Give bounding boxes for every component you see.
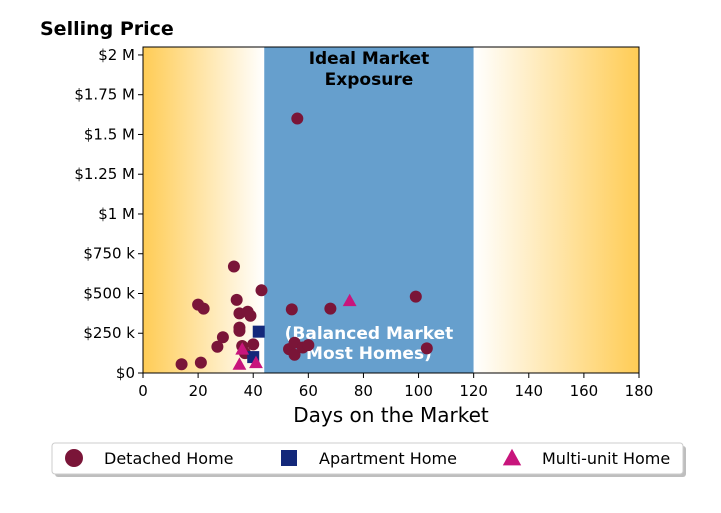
x-tick-label: 120 — [459, 382, 488, 400]
legend: Detached Home Apartment Home Multi-unit Ho… — [51, 442, 686, 477]
x-tick-label: 180 — [625, 382, 654, 400]
y-tick-label: $0 — [116, 364, 135, 382]
x-tick-label: 40 — [244, 382, 263, 400]
y-tick-label: $1.75 M — [74, 86, 135, 104]
plot-frame — [142, 46, 640, 374]
legend-item: Detached Home — [65, 449, 234, 468]
data-point — [233, 324, 246, 337]
right-gradient-region — [473, 47, 639, 373]
data-point — [285, 303, 298, 316]
data-point — [197, 302, 210, 315]
y-tick-label: $1.5 M — [84, 125, 135, 143]
data-point — [252, 325, 265, 338]
legend-item: Multi-unit Home — [502, 448, 670, 468]
data-point — [288, 348, 301, 361]
x-tick-label: 160 — [570, 382, 599, 400]
legend-label: Detached Home — [104, 449, 234, 468]
x-tick-label: 60 — [299, 382, 318, 400]
band-top-label-line2: Exposure — [325, 70, 414, 90]
y-tick-label: $2 M — [98, 46, 135, 64]
x-tick-label: 80 — [354, 382, 373, 400]
legend-marker — [281, 450, 297, 466]
legend-label: Multi-unit Home — [542, 449, 670, 468]
data-point — [302, 339, 315, 352]
band-bottom-label-line2: Most Homes) — [306, 344, 432, 364]
data-point — [244, 309, 257, 322]
y-tick-label: $1 M — [98, 205, 135, 223]
data-point — [247, 338, 260, 351]
legend-marker — [65, 449, 83, 467]
data-point — [235, 342, 250, 355]
y-tick-label: $750 k — [83, 245, 135, 263]
y-tick-label: $250 k — [83, 324, 135, 342]
data-point — [409, 290, 422, 303]
x-axis-title: Days on the Market — [293, 403, 489, 427]
left-gradient-region — [143, 47, 265, 373]
data-point — [194, 356, 207, 369]
data-point — [324, 302, 337, 315]
data-point — [230, 293, 243, 306]
data-point — [291, 112, 304, 125]
legend-items: Detached Home Apartment Home Multi-unit Ho… — [65, 448, 670, 468]
ideal-exposure-band — [264, 47, 474, 373]
data-point — [255, 284, 268, 297]
legend-box — [51, 442, 684, 475]
legend-label: Apartment Home — [319, 449, 457, 468]
data-point — [249, 355, 263, 369]
x-tick-label: 140 — [514, 382, 543, 400]
y-axis-title: Selling Price — [40, 18, 174, 40]
data-point — [420, 342, 433, 355]
x-tick-label: 0 — [138, 382, 148, 400]
data-point — [232, 357, 247, 370]
x-axis: 0 20 40 60 80 100 120 140 160 180 — [138, 373, 653, 400]
x-tick-label: 20 — [189, 382, 208, 400]
band-top-label-line1: Ideal Market — [309, 49, 430, 69]
x-tick-label: 100 — [404, 382, 433, 400]
plot-background — [143, 47, 639, 373]
data-point — [342, 293, 357, 307]
data-point — [216, 331, 229, 344]
data-point — [175, 358, 188, 371]
data-point — [211, 340, 224, 353]
y-axis: $0 $250 k $500 k $750 k $1 M $1.25 M $1.5 M $1.… — [74, 46, 143, 382]
legend-item: Apartment Home — [281, 449, 457, 468]
y-tick-label: $1.25 M — [74, 165, 135, 183]
band-bottom-label-line1: (Balanced Market — [285, 324, 454, 344]
legend-marker — [502, 448, 522, 466]
y-tick-label: $500 k — [83, 284, 135, 302]
data-points — [175, 112, 433, 371]
data-point — [227, 260, 240, 273]
